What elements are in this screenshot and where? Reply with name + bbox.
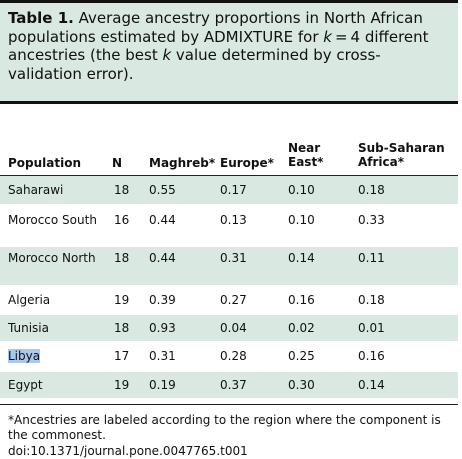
cell-subsaharan: 0.18 (358, 183, 385, 197)
cell-near-east: 0.10 (288, 183, 315, 197)
cell-subsaharan: 0.11 (358, 251, 385, 265)
cell-europe: 0.13 (220, 213, 247, 227)
cell-near-east: 0.16 (288, 293, 315, 307)
cell-subsaharan: 0.01 (358, 321, 385, 335)
cell-europe: 0.28 (220, 349, 247, 363)
header-europe: Europe* (220, 156, 274, 170)
table-row: Tunisia 18 0.93 0.04 0.02 0.01 (0, 315, 458, 341)
cell-europe: 0.37 (220, 378, 247, 392)
cell-near-east: 0.02 (288, 321, 315, 335)
cell-europe: 0.17 (220, 183, 247, 197)
table-bottom-rule (0, 404, 458, 405)
selected-text[interactable]: Libya (8, 349, 41, 363)
cell-subsaharan: 0.16 (358, 349, 385, 363)
cell-near-east: 0.25 (288, 349, 315, 363)
table-row: Algeria 19 0.39 0.27 0.16 0.18 (0, 287, 458, 313)
cell-near-east: 0.30 (288, 378, 315, 392)
caption-k-symbol-2: k (162, 46, 172, 64)
header-subsaharan: Sub-Saharan Africa* (358, 141, 445, 169)
header-maghreb: Maghreb* (149, 156, 216, 170)
table-row: Saharawi 18 0.55 0.17 0.10 0.18 (0, 176, 458, 204)
cell-n: 18 (114, 183, 130, 197)
table-header: Population N Maghreb* Europe* Near East*… (0, 104, 458, 176)
table-doi: doi:10.1371/journal.pone.0047765.t001 (8, 444, 248, 458)
table-row: Morocco North 18 0.44 0.31 0.14 0.11 (0, 247, 458, 285)
cell-maghreb: 0.44 (149, 251, 176, 265)
cell-n: 17 (114, 349, 130, 363)
header-near-east: Near East* (288, 141, 324, 169)
cell-maghreb: 0.39 (149, 293, 176, 307)
table-footnote: *Ancestries are labeled according to the… (8, 413, 441, 442)
cell-subsaharan: 0.14 (358, 378, 385, 392)
table-label: Table 1. (8, 9, 74, 27)
cell-maghreb: 0.31 (149, 349, 176, 363)
cell-maghreb: 0.44 (149, 213, 176, 227)
cell-europe: 0.31 (220, 251, 247, 265)
cell-n: 18 (114, 321, 130, 335)
cell-subsaharan: 0.33 (358, 213, 385, 227)
cell-n: 19 (114, 293, 130, 307)
table-row: Egypt 19 0.19 0.37 0.30 0.14 (0, 372, 458, 398)
table-row: Libya 17 0.31 0.28 0.25 0.16 (0, 343, 458, 369)
header-population: Population (8, 156, 82, 170)
cell-population: Egypt (8, 378, 43, 392)
caption-text-1: Average ancestry proportions in North Af… (8, 9, 423, 46)
cell-n: 18 (114, 251, 130, 265)
cell-n: 19 (114, 378, 130, 392)
cell-maghreb: 0.93 (149, 321, 176, 335)
caption-text-3: value determined by cross-validation err… (8, 46, 381, 83)
cell-population: Libya (8, 349, 98, 364)
cell-maghreb: 0.19 (149, 378, 176, 392)
cell-near-east: 0.14 (288, 251, 315, 265)
caption-text-2: = 4 different ancestries (the best (8, 27, 429, 65)
cell-population: Morocco North (8, 251, 96, 265)
header-n: N (112, 156, 123, 170)
table-caption: Table 1. Average ancestry proportions in… (0, 0, 458, 104)
cell-population: Tunisia (8, 321, 49, 335)
cell-population: Algeria (8, 293, 51, 307)
cell-population: Saharawi (8, 183, 64, 197)
caption-k-symbol: k (323, 27, 332, 46)
table-row: Morocco South 16 0.44 0.13 0.10 0.33 (0, 209, 458, 247)
cell-subsaharan: 0.18 (358, 293, 385, 307)
cell-maghreb: 0.55 (149, 183, 176, 197)
cell-n: 16 (114, 213, 130, 227)
cell-population: Morocco South (8, 213, 97, 227)
cell-near-east: 0.10 (288, 213, 315, 227)
cell-europe: 0.04 (220, 321, 247, 335)
cell-europe: 0.27 (220, 293, 247, 307)
